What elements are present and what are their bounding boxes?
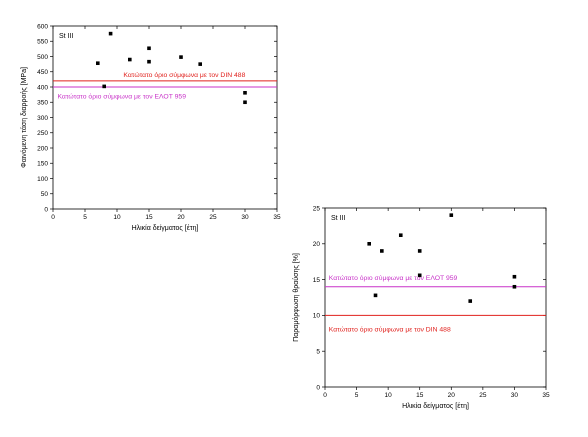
data-point	[468, 299, 473, 303]
data-point	[147, 46, 151, 51]
x-tick-label: 5	[355, 392, 359, 399]
y-tick-label: 5	[316, 349, 320, 356]
data-point	[449, 213, 454, 217]
data-point	[243, 100, 247, 105]
data-point	[102, 84, 106, 89]
plot-frame	[52, 25, 278, 210]
x-tick-label: 25	[479, 392, 487, 399]
y-tick-label: 100	[37, 176, 48, 183]
x-tick-label: 30	[511, 392, 519, 399]
data-point	[198, 62, 202, 66]
y-tick-label: 25	[313, 205, 321, 212]
x-tick-label: 35	[273, 214, 281, 221]
x-tick-label: 20	[448, 392, 456, 399]
x-tick-label: 15	[416, 392, 424, 399]
data-point	[108, 31, 113, 36]
y-tick-label: 300	[37, 115, 48, 122]
threshold-label: Κατώτατο όριο σύμφωνα με τον ΕΛΟΤ 959	[329, 274, 458, 282]
y-tick-label: 450	[37, 69, 48, 76]
x-tick-label: 35	[542, 392, 550, 399]
data-point	[147, 59, 151, 64]
threshold-label: Κατώτατο όριο σύμφωνα με τον ΕΛΟΤ 959	[57, 93, 186, 101]
x-axis-label: Ηλικία δείγματος [έτη]	[402, 402, 469, 410]
data-point	[380, 249, 384, 253]
y-tick-label: 550	[37, 39, 48, 46]
x-tick-label: 25	[209, 214, 217, 221]
fracture-strain-chart: 0 5 10 15 20 25 30 35 0 5 10 15 20 25 Ηλικία δείγματος…	[292, 205, 550, 410]
x-tick-label: 0	[51, 214, 55, 221]
y-axis-label: Φαινόμενη τάση διαρροής [MPa]	[20, 67, 28, 168]
data-point	[398, 233, 403, 238]
data-point	[367, 242, 371, 246]
panel-tag: St III	[59, 33, 73, 40]
y-tick-label: 200	[37, 145, 48, 152]
x-tick-label: 10	[385, 392, 393, 399]
x-tick-label: 20	[177, 214, 185, 221]
y-tick-label: 20	[313, 241, 321, 248]
data-point	[96, 61, 100, 66]
data-point	[512, 274, 517, 279]
threshold-label: Κατώτατο όριο σύμφωνα με τον DIN 488	[123, 71, 245, 79]
x-tick-label: 5	[83, 214, 87, 221]
y-tick-label: 350	[37, 100, 48, 107]
panel-tag: St III	[331, 215, 345, 222]
x-axis-label: Ηλικία δείγματος [έτη]	[132, 224, 199, 232]
y-tick-label: 500	[37, 54, 48, 61]
data-point	[243, 90, 247, 95]
x-tick-label: 10	[113, 214, 121, 221]
y-tick-label: 600	[37, 23, 48, 30]
x-tick-label: 30	[241, 214, 249, 221]
data-point	[179, 55, 183, 59]
data-point	[373, 293, 378, 298]
data-point	[417, 249, 422, 253]
plot-frame	[324, 207, 547, 388]
y-tick-label: 15	[313, 277, 321, 284]
y-tick-label: 10	[313, 313, 321, 320]
data-point	[128, 57, 132, 62]
y-tick-label: 0	[316, 384, 320, 391]
x-tick-label: 15	[145, 214, 153, 221]
y-tick-label: 250	[37, 130, 48, 137]
y-axis-label: Παραμόρφωση θραύσης [%]	[292, 253, 300, 342]
y-tick-label: 150	[37, 161, 48, 168]
y-tick-label: 400	[37, 84, 48, 91]
data-point	[417, 273, 422, 278]
yield-stress-chart: 0 5 10 15 20 25 30 3505010015020025030035040045…	[20, 23, 281, 232]
y-tick-label: 50	[41, 191, 49, 198]
data-point	[512, 284, 517, 289]
y-tick-label: 0	[44, 206, 48, 213]
threshold-label: Κατώτατο όριο σύμφωνα με τον DIN 488	[329, 325, 451, 333]
x-tick-label: 0	[323, 392, 327, 399]
